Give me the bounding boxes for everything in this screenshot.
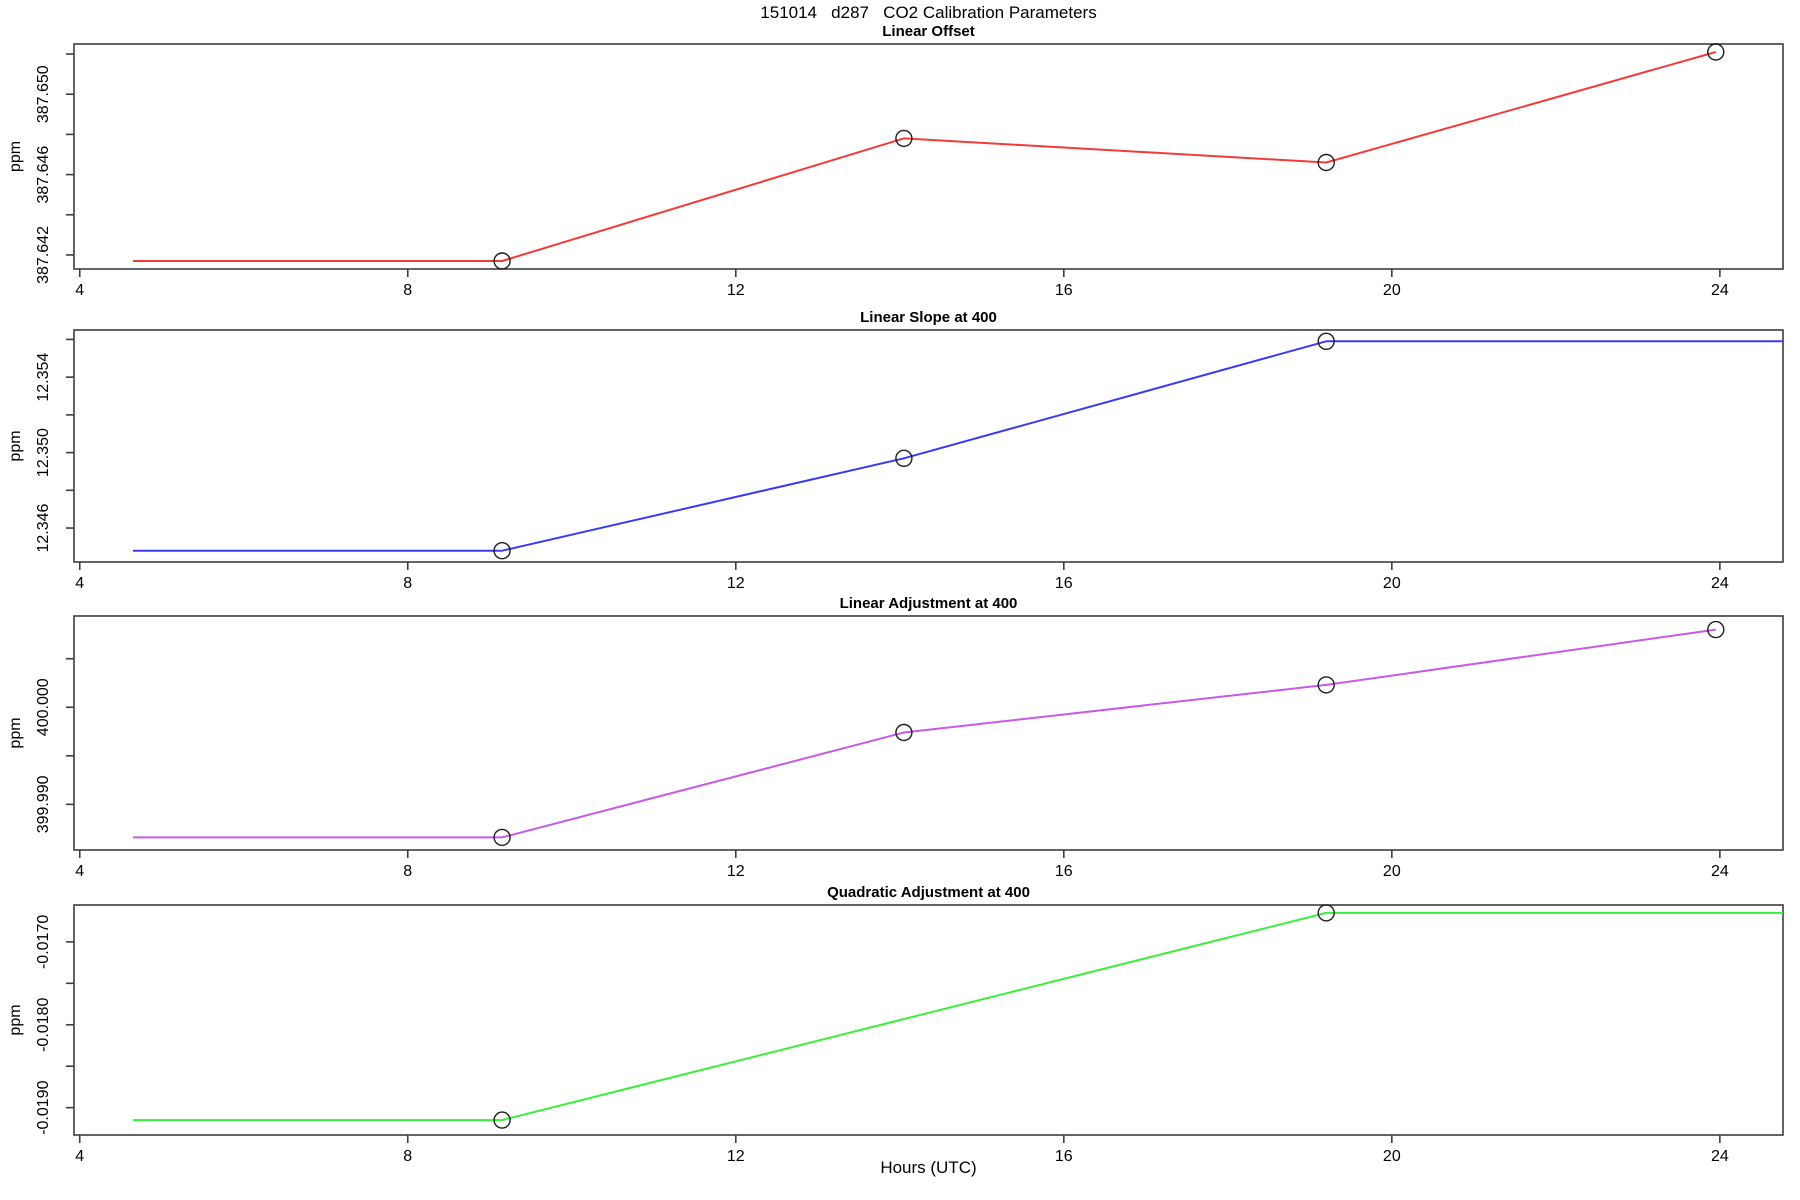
y-axis-title: ppm [7,717,24,748]
data-point-marker [1707,43,1725,61]
x-tick-label: 4 [75,575,84,592]
x-tick-label: 24 [1711,282,1729,299]
x-tick-label: 4 [75,863,84,880]
data-point-marker [493,1111,511,1129]
panel-title: Linear Slope at 400 [860,309,997,326]
data-point-marker [1317,332,1335,350]
y-tick-label: 399.990 [35,775,52,833]
data-line [133,340,1783,552]
data-point-marker [895,449,913,467]
y-tick-label: 12.350 [35,428,52,477]
data-line [133,911,1783,1122]
x-tick-label: 8 [403,282,412,299]
x-tick-label: 12 [727,282,745,299]
x-tick-label: 16 [1055,863,1073,880]
y-tick-label: 12.354 [35,353,52,402]
plot-box [73,329,1784,563]
x-tick-label: 8 [403,1148,412,1165]
data-point-marker [895,723,913,742]
x-tick-label: 4 [75,1148,84,1165]
panel-3: Linear Adjustment at 400 399.990 400.000 4 8… [7,595,1784,880]
panel-title: Linear Adjustment at 400 [840,595,1018,612]
data-point-marker [1707,620,1725,639]
x-tick-label: 4 [75,282,84,299]
x-tick-label: 20 [1383,282,1401,299]
data-point-marker [1317,676,1335,694]
y-tick-label: 387.650 [35,65,52,123]
panel-title: Linear Offset [882,23,975,40]
x-tick-label: 24 [1711,575,1729,592]
data-line [133,51,1717,262]
y-tick-label: 400.000 [35,678,52,736]
plot-box [73,615,1784,851]
data-point-marker [493,252,511,270]
data-line [133,628,1716,839]
x-tick-label: 8 [403,575,412,592]
plot-box [73,43,1784,270]
x-tick-label: 12 [727,575,745,592]
y-tick-label: -0.0170 [35,915,52,969]
x-tick-label: 12 [727,1148,745,1165]
panel-4: Quadratic Adjustment at 400 -0.0190 -0.018… [7,884,1784,1165]
y-tick-label: 387.642 [35,226,52,284]
x-tick-label: 16 [1055,1148,1073,1165]
y-tick-label: -0.0180 [35,998,52,1052]
x-tick-label: 24 [1711,863,1729,880]
x-tick-label: 20 [1383,1148,1401,1165]
x-tick-label: 16 [1055,282,1073,299]
main-title: 151014 d287 CO2 Calibration Parameters [760,3,1097,22]
panel-title: Quadratic Adjustment at 400 [827,884,1030,901]
y-tick-label: 387.646 [35,146,52,204]
data-point-marker [1317,153,1335,172]
x-axis-title: Hours (UTC) [880,1158,977,1177]
x-tick-label: 12 [727,863,745,880]
y-axis-title: ppm [7,1004,24,1035]
data-point-marker [493,542,511,560]
y-tick-label: -0.0190 [35,1080,52,1134]
y-tick-label: 12.346 [35,503,52,552]
data-point-marker [895,129,913,148]
data-point-marker [493,828,511,847]
data-point-marker [1317,904,1335,922]
x-tick-label: 20 [1383,575,1401,592]
x-tick-label: 24 [1711,1148,1729,1165]
x-tick-label: 16 [1055,575,1073,592]
panel-2: Linear Slope at 400 12.346 12.350 12.354 4 8 1… [7,309,1784,592]
y-axis-title: ppm [7,430,24,461]
plot-box [73,904,1784,1136]
y-axis-title: ppm [7,141,24,172]
x-tick-label: 20 [1383,863,1401,880]
panel-1: Linear Offset 387.642 387.646 387.650 4 8 12 16… [7,23,1784,299]
x-tick-label: 8 [403,863,412,880]
